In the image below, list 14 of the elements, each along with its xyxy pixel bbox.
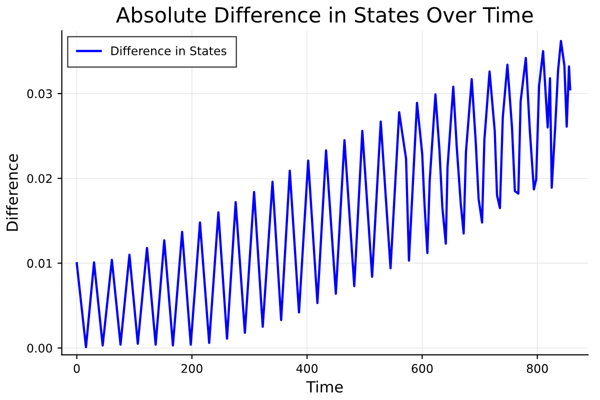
y-axis-title: Difference — [6, 154, 18, 231]
x-tick-label: 0 — [74, 364, 80, 373]
line-series — [76, 40, 572, 348]
x-tick-label: 600 — [412, 364, 433, 373]
x-tick-label: 800 — [526, 364, 548, 373]
x-axis-title: Time — [306, 380, 343, 393]
x-tick-label: 400 — [296, 364, 318, 373]
y-tick-label: 0.02 — [27, 174, 52, 184]
y-tick-label: 0.03 — [27, 89, 52, 98]
legend-label: Difference in States — [111, 46, 226, 56]
y-tick-label: 0.01 — [27, 258, 52, 268]
y-tick-label: 0.00 — [27, 344, 52, 353]
x-tick-label: 200 — [182, 364, 202, 373]
chart-title: Absolute Difference in States Over Time — [116, 6, 533, 23]
